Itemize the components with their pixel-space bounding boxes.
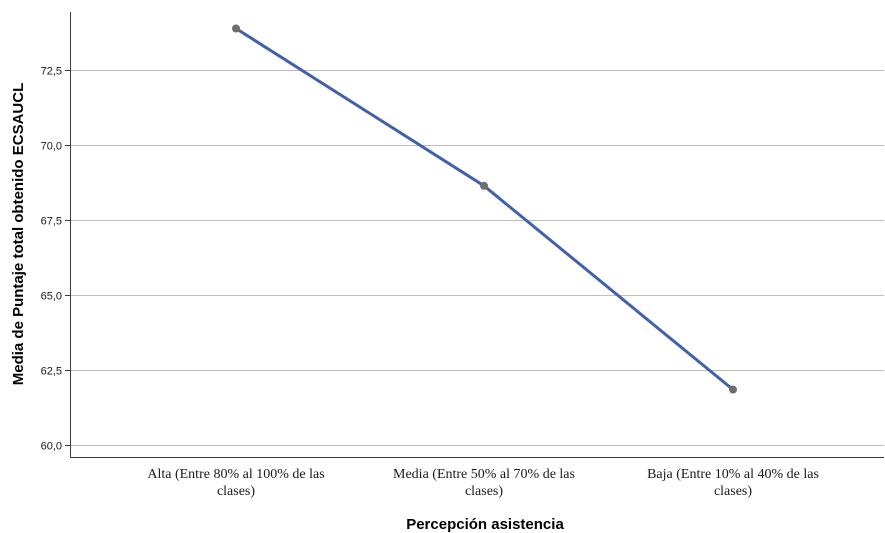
series-line xyxy=(234,27,735,392)
x-category-label: Media (Entre 50% al 70% de las clases) xyxy=(393,467,575,499)
y-tick-label: 67,5 xyxy=(41,216,62,228)
y-tick-labels: 60,0 62,5 65,0 67,5 70,0 72,5 xyxy=(41,66,62,453)
x-category-label: Baja (Entre 10% al 40% de las clases) xyxy=(647,467,819,499)
y-axis-title: Media de Puntaje total obtenido ECSAUCL xyxy=(10,83,27,386)
y-tick-label: 60,0 xyxy=(41,441,62,453)
data-point xyxy=(480,181,488,190)
y-tick-label: 62,5 xyxy=(41,366,62,378)
gridlines xyxy=(65,70,884,446)
x-axis-title: Percepción asistencia xyxy=(406,516,564,533)
y-tick-label: 70,0 xyxy=(41,141,62,153)
x-category-labels: Alta (Entre 80% al 100% de las clases) Med… xyxy=(147,467,819,499)
y-tick-label: 65,0 xyxy=(41,291,62,303)
data-point xyxy=(729,385,737,394)
data-point xyxy=(232,24,240,33)
series-layer xyxy=(232,24,737,394)
y-tick-label: 72,5 xyxy=(41,66,62,78)
x-category-label: Alta (Entre 80% al 100% de las clases) xyxy=(147,467,324,499)
axes xyxy=(70,12,884,458)
